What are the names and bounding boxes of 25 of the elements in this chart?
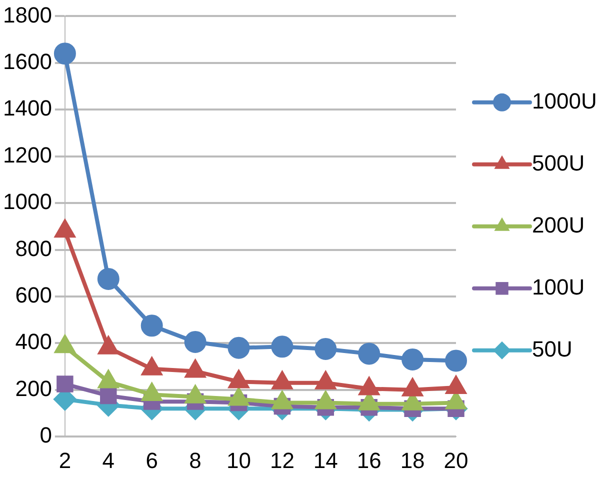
x-tick-label: 10 <box>226 448 251 473</box>
x-tick-label: 14 <box>313 448 338 473</box>
y-tick-label: 0 <box>40 422 52 448</box>
y-tick-label: 1000 <box>2 189 52 214</box>
y-tick-label: 1200 <box>2 142 52 168</box>
x-tick-label: 8 <box>189 448 202 473</box>
x-tick-label: 2 <box>58 448 72 473</box>
x-tick-label: 20 <box>444 448 468 473</box>
y-tick-label: 400 <box>15 329 52 354</box>
legend-label: 200U <box>532 212 585 238</box>
y-tick-label: 1600 <box>2 48 52 74</box>
legend-label: 500U <box>532 150 585 176</box>
legend-label: 1000U <box>532 88 597 114</box>
y-tick-label: 600 <box>15 282 52 308</box>
y-tick-label: 800 <box>15 236 52 261</box>
legend-label: 100U <box>532 274 585 300</box>
x-tick-label: 6 <box>146 448 158 473</box>
x-tick-label: 18 <box>400 448 425 473</box>
y-tick-label: 1400 <box>2 96 52 121</box>
x-tick-label: 4 <box>102 448 115 473</box>
x-tick-label: 16 <box>356 448 382 473</box>
legend-label: 50U <box>532 336 572 362</box>
y-tick-label: 1800 <box>2 2 52 28</box>
y-tick-label: 200 <box>15 376 52 401</box>
x-tick-label: 12 <box>270 448 294 473</box>
